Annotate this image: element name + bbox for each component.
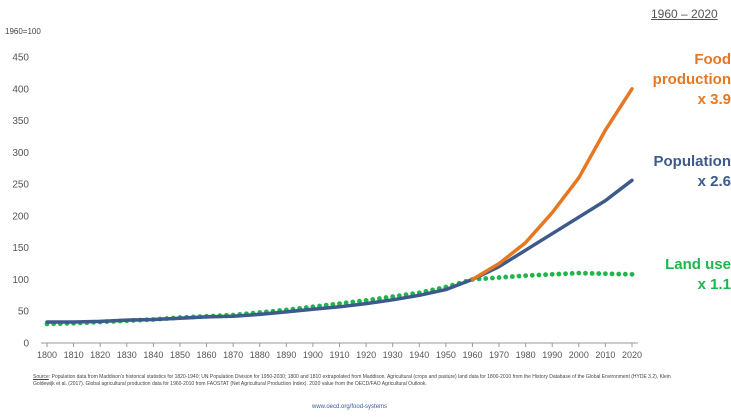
food-production-multiplier: x 3.9 (653, 90, 731, 110)
source-note: Source: Population data from Maddison's … (33, 374, 693, 388)
y-tick-label: 100 (12, 275, 29, 286)
land-use-label: Land use (665, 255, 731, 275)
date-range-label: 1960 – 2020 (651, 7, 718, 21)
land-use-dot (503, 275, 508, 280)
source-url-link[interactable]: www.oecd.org/food-systems (312, 404, 387, 410)
x-tick-label: 1940 (409, 350, 429, 360)
axes-layer: 0 50 100 150 200 250 300 350 400 450 1800 1810 1820 1… (12, 53, 642, 361)
land-use-dot (483, 276, 488, 281)
land-use-dot (550, 272, 555, 277)
y-tick-label: 400 (12, 84, 29, 95)
x-tick-label: 1980 (516, 350, 536, 360)
x-tick-label: 1970 (489, 350, 509, 360)
y-tick-label: 250 (12, 180, 29, 191)
x-tick-label: 1800 (37, 350, 57, 360)
y-tick-label: 200 (12, 211, 29, 222)
land-use-dot (576, 271, 581, 276)
x-tick-label: 1820 (90, 350, 110, 360)
land-use-dot (603, 271, 608, 276)
x-tick-label: 1900 (303, 350, 323, 360)
land-use-dot (497, 275, 502, 280)
y-tick-label: 450 (12, 53, 29, 64)
land-use-dot (590, 271, 595, 276)
x-tick-label: 1870 (223, 350, 243, 360)
land-use-dot (563, 271, 568, 276)
x-tick-label: 1850 (170, 350, 190, 360)
land-use-dot (610, 271, 615, 276)
land-use-dot (616, 272, 621, 277)
x-tick-label: 1810 (64, 350, 84, 360)
land-use-dot (570, 271, 575, 276)
food-production-line (473, 89, 633, 280)
land-use-dot (517, 274, 522, 279)
land-use-annotation: Land use x 1.1 (665, 255, 731, 295)
population-annotation: Population x 2.6 (654, 152, 731, 192)
x-tick-label: 1920 (356, 350, 376, 360)
population-line (47, 180, 632, 322)
land-use-series (45, 271, 635, 327)
land-use-dot (537, 273, 542, 278)
land-use-dot (596, 271, 601, 276)
y-tick-label: 150 (12, 243, 29, 254)
x-tick-label: 1860 (197, 350, 217, 360)
land-use-dot (543, 272, 548, 277)
food-production-label-line2: production (653, 70, 731, 90)
series-layer (45, 89, 635, 327)
population-label: Population (654, 152, 731, 172)
x-tick-label: 1890 (276, 350, 296, 360)
food-production-annotation: Food production x 3.9 (653, 50, 731, 110)
land-use-dot (623, 272, 628, 277)
y-tick-label: 50 (18, 307, 30, 318)
y-tick-label: 300 (12, 148, 29, 159)
x-tick-label: 1840 (143, 350, 163, 360)
land-use-dot (510, 274, 515, 279)
land-use-multiplier: x 1.1 (665, 275, 731, 295)
x-tick-label: 1950 (436, 350, 456, 360)
y-axis-unit-label: 1960=100 (5, 27, 41, 36)
x-tick-label: 1830 (117, 350, 137, 360)
land-use-dot (583, 271, 588, 276)
land-use-dot (556, 272, 561, 277)
source-body: : Population data from Maddison's histor… (33, 374, 671, 387)
x-tick-label: 1960 (462, 350, 482, 360)
land-use-dot (490, 276, 495, 281)
land-use-dot (523, 273, 528, 278)
population-multiplier: x 2.6 (654, 172, 731, 192)
y-tick-label: 0 (23, 339, 29, 350)
food-production-label-line1: Food (653, 50, 731, 70)
x-tick-label: 2020 (622, 350, 642, 360)
x-tick-label: 1880 (250, 350, 270, 360)
land-use-dot (630, 272, 635, 277)
source-key: Source (33, 374, 49, 380)
y-tick-label: 350 (12, 116, 29, 127)
x-tick-label: 2000 (569, 350, 589, 360)
x-tick-label: 1990 (542, 350, 562, 360)
x-tick-label: 1910 (329, 350, 349, 360)
x-tick-label: 2010 (595, 350, 615, 360)
x-tick-label: 1930 (383, 350, 403, 360)
land-use-dot (530, 273, 535, 278)
